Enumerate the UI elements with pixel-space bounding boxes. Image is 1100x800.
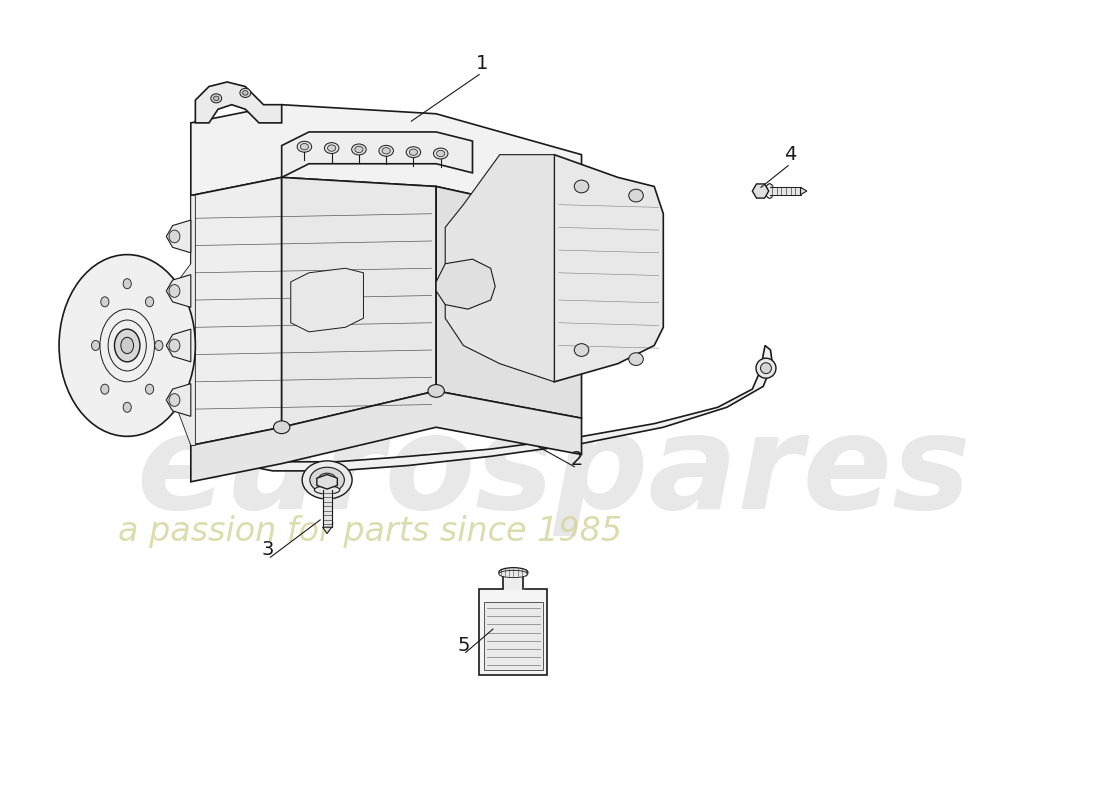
Ellipse shape: [310, 467, 344, 493]
Polygon shape: [504, 572, 524, 589]
Polygon shape: [484, 602, 543, 670]
Ellipse shape: [211, 94, 222, 103]
Polygon shape: [166, 274, 190, 307]
Ellipse shape: [318, 473, 337, 486]
Ellipse shape: [498, 568, 528, 577]
Ellipse shape: [355, 146, 363, 153]
Ellipse shape: [433, 148, 448, 159]
Ellipse shape: [574, 344, 589, 356]
Ellipse shape: [428, 385, 444, 398]
Ellipse shape: [300, 143, 308, 150]
Text: eurospares: eurospares: [136, 409, 971, 536]
Ellipse shape: [169, 339, 180, 352]
Text: 4: 4: [784, 145, 796, 164]
Ellipse shape: [437, 150, 444, 157]
Ellipse shape: [760, 362, 771, 374]
Polygon shape: [190, 391, 582, 482]
Polygon shape: [190, 178, 282, 446]
Polygon shape: [322, 490, 332, 527]
Ellipse shape: [629, 189, 644, 202]
Polygon shape: [770, 187, 801, 194]
Polygon shape: [282, 178, 436, 427]
Ellipse shape: [498, 570, 528, 578]
Polygon shape: [190, 105, 582, 218]
Ellipse shape: [274, 421, 290, 434]
Polygon shape: [436, 186, 582, 418]
Ellipse shape: [114, 329, 140, 362]
Ellipse shape: [315, 486, 340, 494]
Text: 5: 5: [458, 636, 470, 655]
Polygon shape: [290, 268, 363, 332]
Ellipse shape: [123, 278, 131, 289]
Ellipse shape: [213, 96, 219, 101]
Polygon shape: [196, 82, 282, 123]
Ellipse shape: [169, 285, 180, 298]
Ellipse shape: [240, 88, 251, 98]
Polygon shape: [446, 154, 554, 382]
Text: 2: 2: [571, 450, 583, 469]
Ellipse shape: [101, 384, 109, 394]
Ellipse shape: [145, 297, 154, 306]
Polygon shape: [752, 184, 769, 198]
Ellipse shape: [169, 230, 180, 243]
Polygon shape: [166, 220, 190, 253]
Polygon shape: [801, 187, 807, 194]
Ellipse shape: [121, 338, 133, 354]
Ellipse shape: [155, 341, 163, 350]
Polygon shape: [322, 527, 332, 534]
Ellipse shape: [169, 394, 180, 406]
Polygon shape: [258, 346, 772, 471]
Polygon shape: [317, 474, 338, 489]
Ellipse shape: [409, 149, 418, 155]
Ellipse shape: [328, 145, 336, 151]
Ellipse shape: [766, 184, 773, 198]
Text: 1: 1: [475, 54, 487, 74]
Ellipse shape: [378, 146, 394, 156]
Ellipse shape: [352, 144, 366, 155]
Polygon shape: [554, 154, 663, 382]
Polygon shape: [480, 589, 548, 675]
Ellipse shape: [756, 358, 775, 378]
Ellipse shape: [101, 297, 109, 306]
Ellipse shape: [145, 384, 154, 394]
Ellipse shape: [406, 146, 420, 158]
Ellipse shape: [123, 402, 131, 412]
Ellipse shape: [574, 180, 589, 193]
Ellipse shape: [243, 90, 249, 95]
Ellipse shape: [91, 341, 100, 350]
Ellipse shape: [629, 353, 644, 366]
Ellipse shape: [59, 254, 196, 436]
Polygon shape: [282, 132, 473, 178]
Ellipse shape: [297, 142, 311, 152]
Polygon shape: [436, 259, 495, 309]
Ellipse shape: [324, 142, 339, 154]
Polygon shape: [166, 384, 190, 416]
Text: 3: 3: [262, 541, 274, 559]
Polygon shape: [166, 329, 190, 362]
Ellipse shape: [302, 461, 352, 499]
Text: a passion for parts since 1985: a passion for parts since 1985: [118, 515, 623, 548]
Polygon shape: [177, 195, 196, 446]
Ellipse shape: [382, 148, 390, 154]
